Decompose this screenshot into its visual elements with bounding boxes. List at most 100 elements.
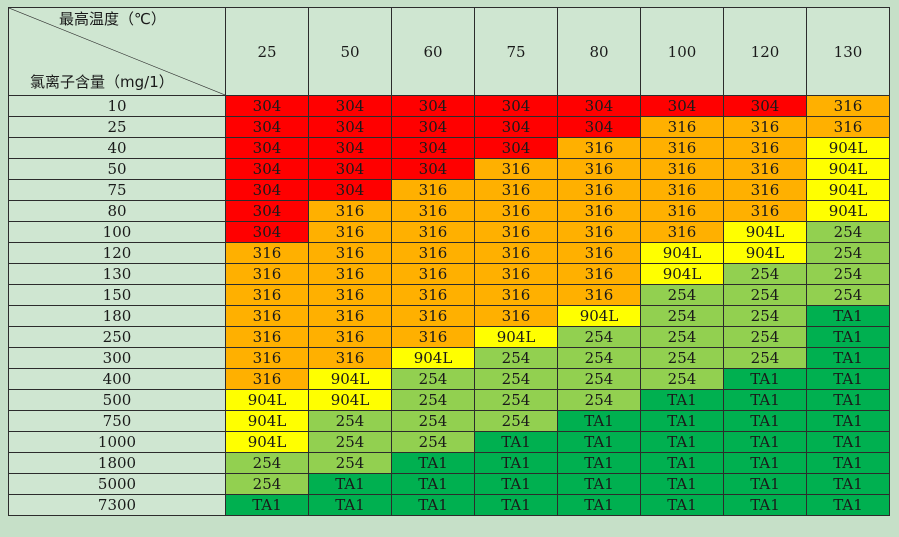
material-cell: 316: [308, 284, 392, 306]
material-cell: TA1: [723, 431, 807, 453]
material-cell: 254: [640, 284, 724, 306]
material-cell: 316: [557, 242, 641, 264]
material-cell: 254: [806, 221, 890, 243]
material-cell: TA1: [723, 452, 807, 474]
material-cell: 304: [723, 95, 807, 117]
material-cell: 316: [806, 95, 890, 117]
temperature-header-cell: 60: [391, 7, 475, 96]
material-cell: TA1: [806, 326, 890, 348]
material-cell: TA1: [557, 431, 641, 453]
material-cell: 304: [557, 95, 641, 117]
table-row: 7300 TA1 TA1 TA1 TA1 TA1 TA1 TA1 TA1: [8, 494, 890, 516]
material-cell: 304: [225, 137, 309, 159]
material-cell: TA1: [806, 431, 890, 453]
material-cell: 316: [225, 368, 309, 390]
material-cell: 316: [723, 179, 807, 201]
chloride-value-cell: 5000: [8, 473, 226, 495]
temperature-axis-label: 最高温度（℃）: [59, 10, 166, 28]
table-row: 150 316 316 316 316 316 254 254 254: [8, 284, 890, 306]
material-cell: TA1: [557, 410, 641, 432]
material-cell: 904L: [806, 200, 890, 222]
material-cell: 904L: [723, 242, 807, 264]
material-cell: 316: [391, 179, 475, 201]
material-cell: 316: [308, 221, 392, 243]
material-cell: TA1: [557, 473, 641, 495]
material-cell: 316: [308, 263, 392, 285]
material-cell: 304: [640, 95, 724, 117]
table-row: 25 304 304 304 304 304 316 316 316: [8, 116, 890, 138]
table-row: 1000 904L 254 254 TA1 TA1 TA1 TA1 TA1: [8, 431, 890, 453]
material-cell: 316: [474, 305, 558, 327]
material-cell: 904L: [640, 242, 724, 264]
material-cell: 254: [391, 389, 475, 411]
chloride-value-cell: 40: [8, 137, 226, 159]
material-cell: 904L: [806, 179, 890, 201]
chloride-value-cell: 1800: [8, 452, 226, 474]
material-cell: 254: [723, 263, 807, 285]
material-cell: 904L: [557, 305, 641, 327]
material-cell: 254: [474, 389, 558, 411]
table-row: 80 304 316 316 316 316 316 316 904L: [8, 200, 890, 222]
material-cell: 254: [225, 473, 309, 495]
material-cell: 254: [640, 326, 724, 348]
material-cell: TA1: [806, 494, 890, 516]
material-cell: 254: [391, 368, 475, 390]
material-cell: TA1: [391, 452, 475, 474]
material-cell: 254: [308, 452, 392, 474]
corner-header-cell: 最高温度（℃） 氯离子含量（mg/1）: [8, 7, 226, 96]
material-cell: 304: [391, 116, 475, 138]
material-cell: 254: [557, 368, 641, 390]
material-cell: TA1: [308, 494, 392, 516]
material-cell: 316: [640, 116, 724, 138]
material-cell: 304: [308, 158, 392, 180]
material-cell: 904L: [225, 389, 309, 411]
material-cell: 316: [391, 263, 475, 285]
material-cell: TA1: [806, 347, 890, 369]
material-cell: TA1: [806, 452, 890, 474]
chloride-value-cell: 400: [8, 368, 226, 390]
material-cell: TA1: [806, 473, 890, 495]
material-cell: 316: [308, 242, 392, 264]
material-cell: TA1: [474, 431, 558, 453]
table-row: 100 304 316 316 316 316 316 904L 254: [8, 221, 890, 243]
material-cell: TA1: [723, 410, 807, 432]
material-table-wrapper: 最高温度（℃） 氯离子含量（mg/1） 25 50 60 75 80 100 120 130 …: [8, 7, 890, 516]
temperature-header-cell: 120: [723, 7, 807, 96]
diagonal-divider: [9, 8, 225, 95]
table-row: 120 316 316 316 316 316 904L 904L 254: [8, 242, 890, 264]
material-cell: TA1: [225, 494, 309, 516]
material-cell: 904L: [806, 137, 890, 159]
material-cell: 316: [308, 305, 392, 327]
material-cell: 254: [640, 368, 724, 390]
material-cell: 254: [557, 389, 641, 411]
material-cell: 304: [474, 95, 558, 117]
material-cell: TA1: [640, 410, 724, 432]
material-cell: 304: [391, 137, 475, 159]
material-cell: 254: [723, 347, 807, 369]
material-cell: 316: [474, 179, 558, 201]
material-cell: 316: [640, 221, 724, 243]
chloride-value-cell: 250: [8, 326, 226, 348]
material-cell: 316: [391, 242, 475, 264]
temperature-header-cell: 100: [640, 7, 724, 96]
material-cell: TA1: [640, 452, 724, 474]
material-cell: 304: [391, 95, 475, 117]
table-row: 180 316 316 316 316 904L 254 254 TA1: [8, 305, 890, 327]
chloride-value-cell: 25: [8, 116, 226, 138]
material-cell: 304: [308, 179, 392, 201]
material-cell: 316: [640, 137, 724, 159]
material-cell: TA1: [806, 305, 890, 327]
material-cell: TA1: [806, 389, 890, 411]
table-row: 130 316 316 316 316 316 904L 254 254: [8, 263, 890, 285]
material-cell: 254: [557, 347, 641, 369]
material-cell: TA1: [806, 410, 890, 432]
material-cell: 316: [308, 200, 392, 222]
material-cell: 316: [557, 179, 641, 201]
chloride-value-cell: 75: [8, 179, 226, 201]
chloride-value-cell: 130: [8, 263, 226, 285]
material-cell: 316: [225, 242, 309, 264]
material-cell: 904L: [806, 158, 890, 180]
chloride-value-cell: 150: [8, 284, 226, 306]
table-row: 5000 254 TA1 TA1 TA1 TA1 TA1 TA1 TA1: [8, 473, 890, 495]
material-cell: TA1: [723, 473, 807, 495]
